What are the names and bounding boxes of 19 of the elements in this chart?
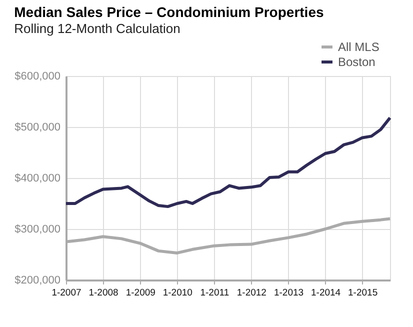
- x-tick-label: 1-2014: [311, 288, 341, 298]
- chart-subtitle: Rolling 12-Month Calculation: [14, 21, 180, 36]
- x-tick-label: 1-2015: [348, 288, 378, 298]
- x-tick-label: 1-2007: [52, 288, 82, 298]
- legend-label: Boston: [338, 55, 376, 69]
- x-tick-label: 1-2013: [274, 288, 304, 298]
- chart-title: Median Sales Price – Condominium Properties: [14, 4, 324, 20]
- x-tick-label: 1-2011: [200, 288, 230, 298]
- y-tick-label: $300,000: [14, 224, 60, 236]
- y-tick-label: $200,000: [14, 274, 60, 286]
- y-tick-label: $600,000: [14, 70, 60, 82]
- line-series: [64, 116, 392, 208]
- y-tick-label: $400,000: [14, 172, 60, 184]
- y-tick-label: $500,000: [14, 122, 60, 134]
- x-tick-label: 1-2012: [236, 288, 266, 298]
- x-tick-label: 1-2010: [162, 288, 192, 298]
- x-tick-label: 1-2009: [126, 288, 156, 298]
- legend-label: All MLS: [338, 40, 380, 54]
- x-tick-label: 1-2008: [88, 288, 118, 298]
